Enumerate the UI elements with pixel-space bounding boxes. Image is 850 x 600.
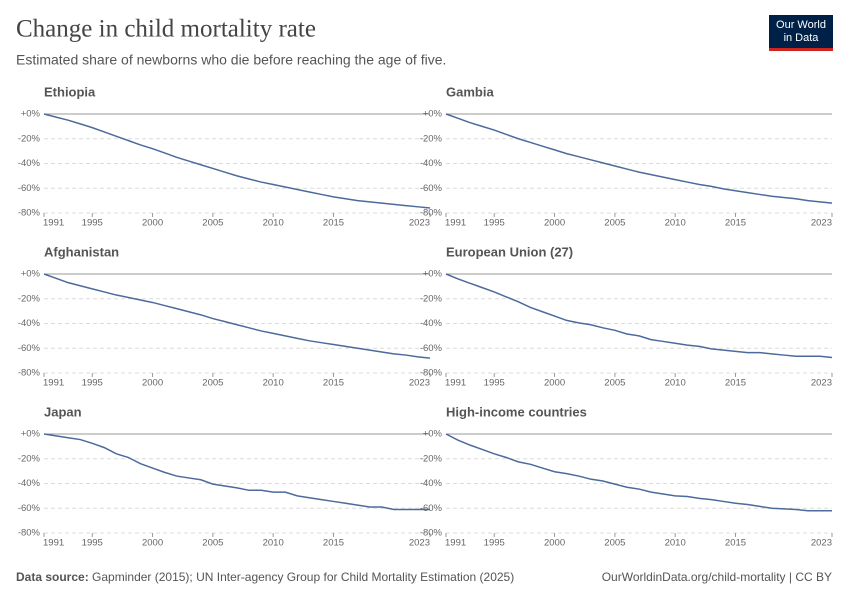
y-tick-label: -40%: [18, 158, 41, 169]
x-tick-label: 1991: [43, 538, 64, 549]
source: Data source: Gapminder (2015); UN Inter-…: [16, 570, 514, 584]
y-tick-label: -40%: [18, 478, 41, 489]
x-tick-label: 2010: [665, 378, 686, 389]
x-tick-label: 2010: [263, 378, 284, 389]
y-tick-label: -40%: [420, 158, 443, 169]
x-tick-label: 2005: [604, 378, 625, 389]
panel-title: High-income countries: [446, 404, 587, 419]
x-tick-label: 2000: [544, 218, 565, 229]
y-tick-label: +0%: [423, 109, 443, 120]
y-tick-label: -20%: [420, 133, 443, 144]
panel-title: European Union (27): [446, 244, 573, 259]
x-tick-label: 2005: [202, 218, 223, 229]
y-tick-label: +0%: [21, 429, 41, 440]
line: [43, 433, 430, 511]
x-tick-label: 1991: [445, 538, 466, 549]
line: [445, 113, 833, 204]
chart-subtitle: Estimated share of newborns who die befo…: [16, 52, 446, 68]
x-tick-label: 2000: [544, 378, 565, 389]
x-tick-label: 2015: [323, 538, 344, 549]
x-tick-label: 2005: [202, 378, 223, 389]
logo-bar: [769, 48, 833, 51]
x-tick-label: 2010: [263, 538, 284, 549]
x-tick-label: 2023: [811, 218, 832, 229]
line: [43, 113, 431, 209]
x-tick-label: 2023: [811, 378, 832, 389]
x-tick-label: 2023: [811, 538, 832, 549]
y-tick-label: -60%: [420, 343, 443, 354]
x-tick-label: 2010: [665, 538, 686, 549]
y-tick-label: -60%: [18, 183, 41, 194]
x-tick-label: 2000: [142, 538, 163, 549]
panel-title: Gambia: [446, 84, 494, 99]
y-tick-label: -80%: [18, 208, 41, 219]
y-tick-label: +0%: [21, 269, 41, 280]
x-tick-label: 2015: [725, 538, 746, 549]
x-tick-label: 1995: [82, 218, 103, 229]
x-tick-label: 2023: [409, 538, 430, 549]
x-tick-label: 1991: [43, 378, 64, 389]
x-tick-label: 2005: [604, 218, 625, 229]
url: OurWorldinData.org/child-mortality | CC …: [602, 570, 832, 584]
y-tick-label: -80%: [420, 368, 443, 379]
x-tick-label: 1991: [43, 218, 64, 229]
source-label: Data source:: [16, 570, 89, 584]
x-tick-label: 1995: [82, 538, 103, 549]
x-tick-label: 2010: [263, 218, 284, 229]
y-tick-label: -80%: [18, 528, 41, 539]
y-tick-label: +0%: [21, 109, 41, 120]
y-tick-label: -40%: [420, 478, 443, 489]
line: [445, 433, 832, 512]
x-tick-label: 2000: [142, 218, 163, 229]
x-tick-label: 1995: [484, 218, 505, 229]
x-tick-label: 2015: [725, 378, 746, 389]
x-tick-label: 1995: [82, 378, 103, 389]
x-tick-label: 2023: [409, 218, 430, 229]
y-tick-label: -80%: [420, 528, 443, 539]
y-tick-label: -20%: [420, 293, 443, 304]
x-tick-label: 2000: [544, 538, 565, 549]
y-tick-label: +0%: [423, 269, 443, 280]
y-tick-label: +0%: [423, 429, 443, 440]
y-tick-label: -20%: [18, 293, 41, 304]
y-tick-label: -60%: [18, 343, 41, 354]
source-text: Gapminder (2015); UN Inter-agency Group …: [92, 570, 514, 584]
y-tick-label: -60%: [420, 503, 443, 514]
x-tick-label: 2010: [665, 218, 686, 229]
chart-title: Change in child mortality rate: [16, 16, 316, 43]
panel-title: Ethiopia: [44, 84, 96, 99]
line: [43, 273, 431, 359]
logo-box: [769, 15, 833, 51]
y-tick-label: -60%: [18, 503, 41, 514]
y-tick-label: -40%: [18, 318, 41, 329]
x-tick-label: 2005: [604, 538, 625, 549]
y-tick-label: -20%: [420, 453, 443, 464]
x-tick-label: 2005: [202, 538, 223, 549]
x-tick-label: 2015: [323, 218, 344, 229]
logo: Our World in Data: [769, 15, 833, 51]
x-tick-label: 2000: [142, 378, 163, 389]
y-tick-label: -60%: [420, 183, 443, 194]
x-tick-label: 2015: [323, 378, 344, 389]
panel-title: Japan: [44, 404, 82, 419]
logo-text: Our World: [776, 19, 826, 31]
x-tick-label: 2015: [725, 218, 746, 229]
y-tick-label: -20%: [18, 453, 41, 464]
y-tick-label: -20%: [18, 133, 41, 144]
y-tick-label: -40%: [420, 318, 443, 329]
line: [445, 273, 833, 359]
y-tick-label: -80%: [18, 368, 41, 379]
y-tick-label: -80%: [420, 208, 443, 219]
x-tick-label: 1991: [445, 218, 466, 229]
x-tick-label: 1991: [445, 378, 466, 389]
logo-text: in Data: [784, 32, 820, 44]
panel-title: Afghanistan: [44, 244, 119, 259]
x-tick-label: 1995: [484, 538, 505, 549]
x-tick-label: 1995: [484, 378, 505, 389]
x-tick-label: 2023: [409, 378, 430, 389]
